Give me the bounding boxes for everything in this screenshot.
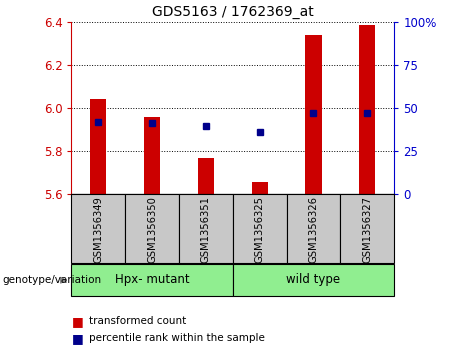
Text: GSM1356326: GSM1356326	[308, 196, 319, 263]
Bar	[252, 182, 268, 194]
Text: percentile rank within the sample: percentile rank within the sample	[89, 333, 265, 343]
Bar	[233, 194, 287, 263]
Text: Hpx- mutant: Hpx- mutant	[115, 273, 189, 286]
Text: GSM1356325: GSM1356325	[254, 196, 265, 263]
Bar	[144, 117, 160, 194]
Bar	[71, 264, 233, 296]
Bar	[179, 194, 233, 263]
Text: GSM1356350: GSM1356350	[147, 196, 157, 263]
Title: GDS5163 / 1762369_at: GDS5163 / 1762369_at	[152, 5, 313, 19]
Text: ■: ■	[71, 332, 83, 345]
Bar	[340, 194, 394, 263]
Bar	[125, 194, 179, 263]
Bar	[287, 194, 340, 263]
Text: transformed count: transformed count	[89, 316, 186, 326]
Bar	[198, 158, 214, 194]
Bar	[359, 25, 375, 194]
Bar	[305, 35, 321, 194]
Text: GSM1356349: GSM1356349	[93, 196, 103, 263]
Bar	[90, 99, 106, 194]
Text: genotype/variation: genotype/variation	[2, 275, 101, 285]
Text: wild type: wild type	[286, 273, 341, 286]
Bar	[233, 264, 394, 296]
Text: ■: ■	[71, 315, 83, 328]
Text: GSM1356351: GSM1356351	[201, 196, 211, 263]
Text: GSM1356327: GSM1356327	[362, 196, 372, 263]
Bar	[71, 194, 125, 263]
